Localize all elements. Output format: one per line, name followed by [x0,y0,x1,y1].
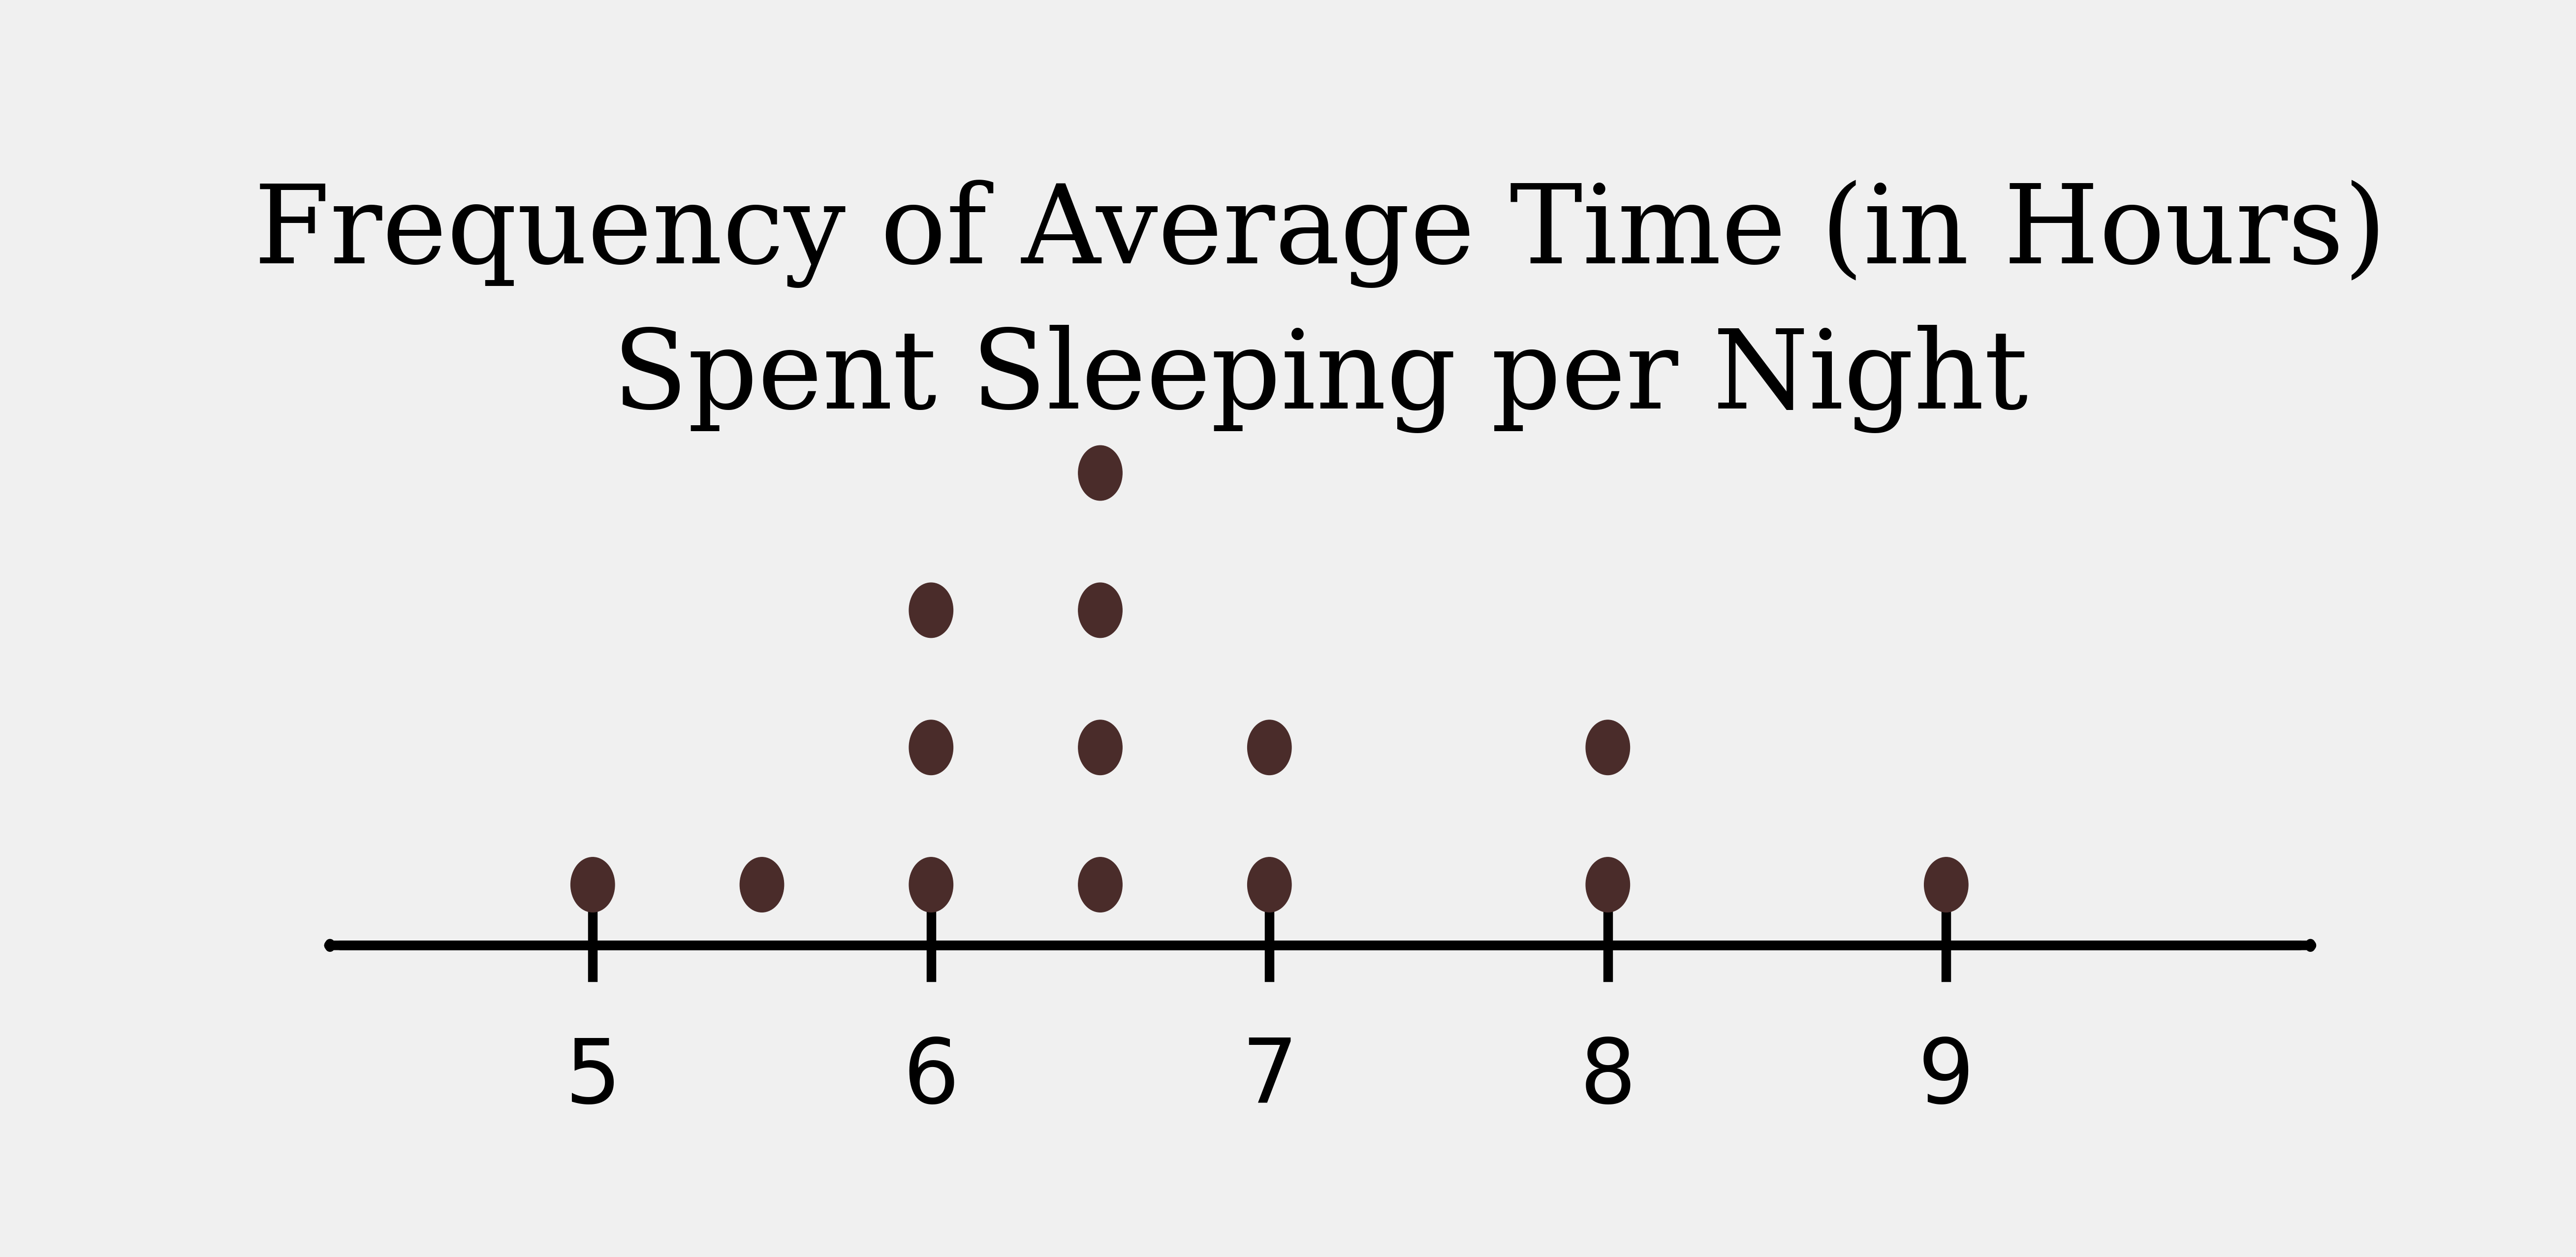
Ellipse shape [1247,720,1291,774]
Text: Spent Sleeping per Night: Spent Sleeping per Night [613,326,2027,434]
Ellipse shape [1079,857,1123,913]
Ellipse shape [1079,445,1123,500]
Ellipse shape [1924,857,1968,913]
Ellipse shape [1587,857,1631,913]
Text: 8: 8 [1579,1035,1636,1121]
Text: 5: 5 [564,1035,621,1121]
Text: 7: 7 [1242,1035,1298,1121]
Ellipse shape [1079,583,1123,637]
Ellipse shape [1079,720,1123,774]
Ellipse shape [1587,720,1631,774]
Ellipse shape [909,857,953,913]
Ellipse shape [909,720,953,774]
Ellipse shape [739,857,783,913]
Text: 6: 6 [902,1035,958,1121]
Text: Frequency of Average Time (in Hours): Frequency of Average Time (in Hours) [255,180,2385,288]
Ellipse shape [909,583,953,637]
Text: 9: 9 [1919,1035,1973,1121]
Ellipse shape [1247,857,1291,913]
Ellipse shape [572,857,616,913]
